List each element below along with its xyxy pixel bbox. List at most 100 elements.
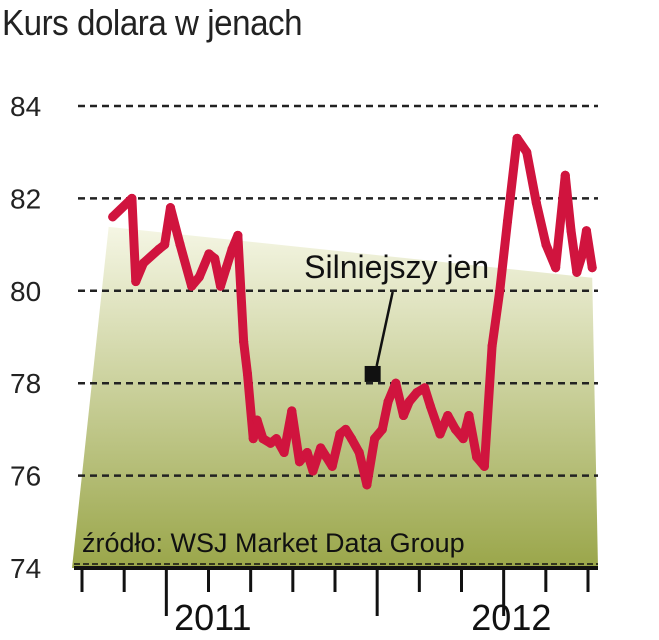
data-point [271,434,281,444]
data-point [531,198,541,208]
data-point [354,448,364,457]
y-tick-label: 82 [10,183,41,214]
data-point [377,424,387,434]
data-point [443,411,453,421]
data-point [472,452,482,462]
data-point [127,193,137,203]
data-point [398,411,408,421]
data-point [404,397,414,407]
line-segment [502,133,522,226]
data-point [362,480,372,490]
data-point [302,448,312,457]
data-point [391,378,401,388]
line-segment [127,193,141,287]
data-point [450,424,460,434]
data-point [175,240,185,250]
data-point [194,272,204,282]
y-tick-label: 74 [10,553,41,584]
data-point [464,411,474,421]
x-axis: 2011 2012 [74,563,598,638]
data-point [495,286,505,296]
data-point [346,434,356,444]
annotation-layer: Silniejszy jen [304,249,489,382]
area-fill [72,226,598,568]
data-point [420,383,430,393]
data-point [566,226,576,236]
data-point [216,281,226,291]
data-point [239,337,249,347]
year-label: 2012 [471,597,551,638]
data-point [435,429,445,439]
data-point [479,461,489,471]
data-point [370,434,380,444]
data-point [165,203,175,213]
data-point [221,263,231,273]
data-point [160,240,170,250]
line-segment [487,286,505,351]
line-segment [495,217,512,296]
line-segment [560,170,576,236]
data-point [294,457,304,467]
data-point [287,406,297,416]
annotation-pointer [375,291,394,367]
data-point [541,240,551,250]
area-layer [72,226,598,568]
y-tick-label: 80 [10,276,41,307]
data-point [248,434,258,444]
grid-layer: 74 76 78 80 82 84 [10,91,598,584]
annotation-label: Silniejszy jen [304,249,489,285]
line-segment [233,230,249,347]
data-point [512,133,522,143]
data-point [227,244,237,254]
series-layer [108,133,597,490]
line-segment [581,226,597,273]
data-point [279,448,289,457]
data-point [210,253,220,263]
data-point [327,461,337,471]
data-point [587,263,597,273]
data-point [551,263,561,273]
line-segment [377,397,393,434]
y-tick-label: 84 [10,91,41,122]
data-point [108,212,118,222]
data-point [316,443,326,453]
data-point [581,226,591,236]
data-point [258,434,268,444]
data-point [187,281,197,291]
data-point [233,230,243,240]
source-note: źródło: WSJ Market Data Group [82,528,465,558]
data-point [341,424,351,434]
line-segment [287,406,304,467]
y-tick-label: 76 [10,461,41,492]
line-segment [522,147,541,208]
line-segment [239,337,252,379]
data-point [138,258,148,268]
line-segment [362,434,380,490]
data-point [572,267,582,277]
data-point [252,415,262,425]
line-segment [175,240,197,291]
year-label: 2011 [174,597,251,638]
data-point [321,452,331,462]
line-segment [464,411,482,462]
data-point [412,387,422,397]
chart-title: Kurs dolara w jenach [2,2,303,43]
data-point [560,170,570,180]
line-segment [479,341,497,471]
y-tick-label: 78 [10,368,41,399]
data-point [131,277,141,287]
line-segment [165,203,185,250]
line-segment [531,198,551,250]
data-point [458,434,468,444]
line-segment [327,429,345,471]
annotation-marker [364,365,381,382]
data-point [425,401,435,411]
data-point [487,341,497,351]
data-point [522,147,532,157]
data-point [308,466,318,476]
data-point [242,369,252,379]
data-point [502,217,512,226]
data-point [578,249,588,259]
data-point [383,397,393,407]
